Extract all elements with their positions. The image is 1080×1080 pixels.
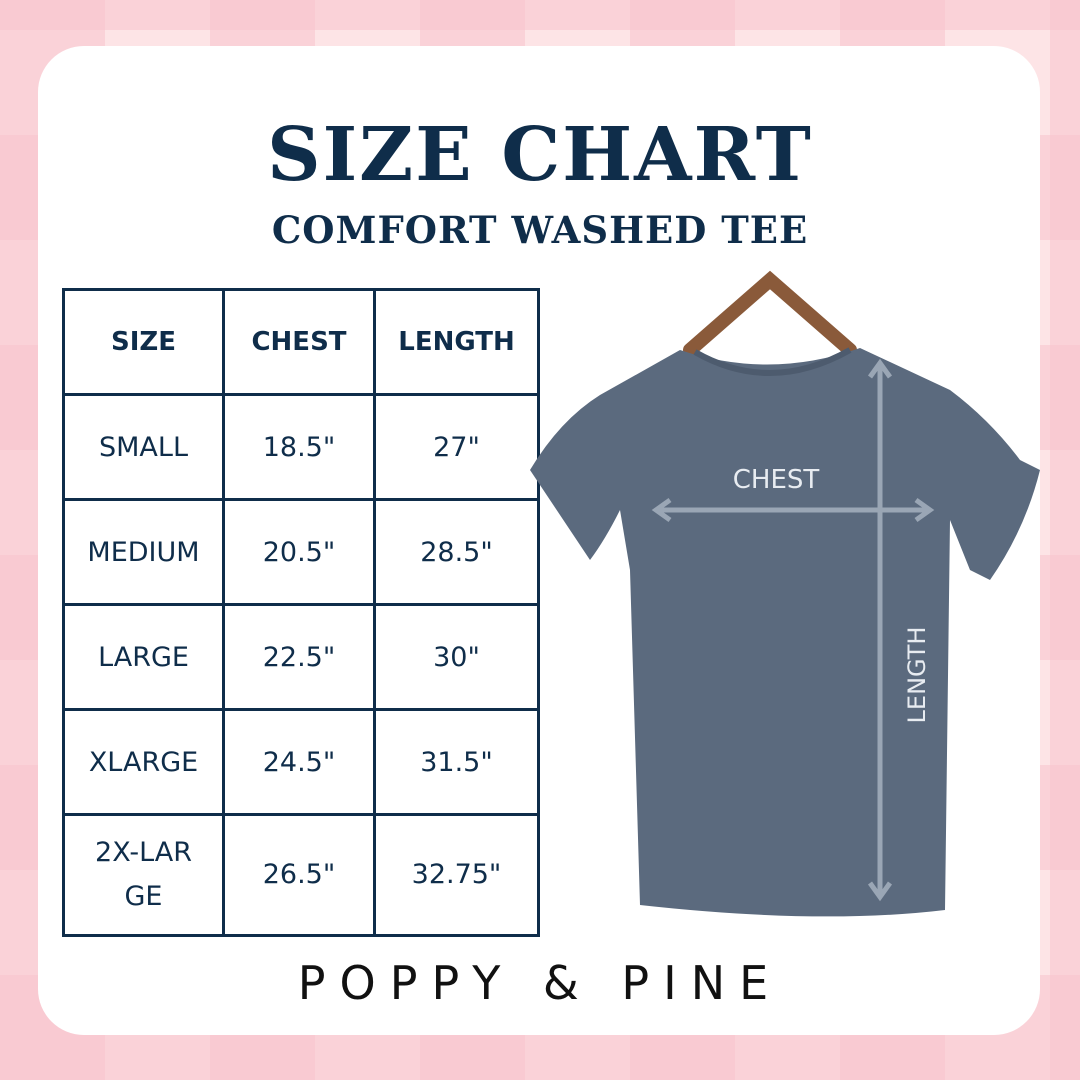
- brand-name: POPPY & PINE: [297, 956, 783, 1010]
- cell-size: LARGE: [62, 603, 225, 711]
- cell-size: XLARGE: [62, 708, 225, 816]
- table-row: 2X-LARGE 26.5" 32.75": [62, 813, 540, 937]
- chest-label: CHEST: [733, 465, 820, 495]
- cell-size: 2X-LARGE: [62, 813, 225, 937]
- chest-arrow: [651, 497, 935, 523]
- table-row: XLARGE 24.5" 31.5": [62, 708, 540, 816]
- cell-length: 30": [373, 603, 540, 711]
- table-row: LARGE 22.5" 30": [62, 603, 540, 711]
- cell-length: 32.75": [373, 813, 540, 937]
- hanger-icon: [683, 270, 857, 357]
- header-chest: CHEST: [222, 288, 376, 396]
- table-row: MEDIUM 20.5" 28.5": [62, 498, 540, 606]
- cell-chest: 24.5": [222, 708, 376, 816]
- page-subtitle: COMFORT WASHED TEE: [271, 208, 809, 252]
- cell-length: 28.5": [373, 498, 540, 606]
- tshirt-diagram: CHEST LENGTH: [530, 270, 1040, 917]
- page-title: SIZE CHART: [267, 112, 813, 198]
- cell-length: 31.5": [373, 708, 540, 816]
- tshirt-image: [530, 348, 1040, 917]
- table-row: SMALL 18.5" 27": [62, 393, 540, 501]
- length-arrow: [867, 358, 893, 902]
- cell-chest: 18.5": [222, 393, 376, 501]
- cell-size: SMALL: [62, 393, 225, 501]
- cell-length: 27": [373, 393, 540, 501]
- cell-chest: 20.5": [222, 498, 376, 606]
- header-size: SIZE: [62, 288, 225, 396]
- cell-size: MEDIUM: [62, 498, 225, 606]
- length-label: LENGTH: [903, 627, 931, 724]
- cell-size-text: 2X-LARGE: [95, 837, 192, 912]
- header-length: LENGTH: [373, 288, 540, 396]
- table-header-row: SIZE CHEST LENGTH: [62, 288, 540, 396]
- size-table: SIZE CHEST LENGTH SMALL 18.5" 27" MEDIUM…: [62, 288, 540, 937]
- cell-chest: 26.5": [222, 813, 376, 937]
- cell-chest: 22.5": [222, 603, 376, 711]
